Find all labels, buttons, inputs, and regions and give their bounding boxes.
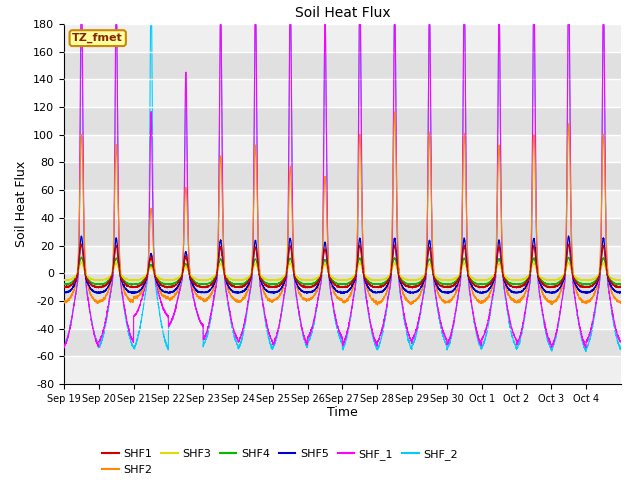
SHF5	[495, 238, 503, 244]
SHF_2	[77, 21, 85, 27]
SHF5	[564, 233, 572, 239]
Bar	[64, 24, 621, 52]
SHF_1	[537, 300, 545, 305]
SHF2	[617, 299, 625, 304]
SHF2	[391, 109, 399, 115]
SHF2	[393, 209, 401, 215]
Line: SHF3: SHF3	[64, 263, 621, 281]
Line: SHF2: SHF2	[64, 112, 621, 305]
SHF3	[537, 275, 545, 280]
SHF_1	[617, 338, 625, 344]
SHF_1	[77, 21, 84, 27]
Bar	[64, 79, 621, 107]
SHF_1	[60, 345, 68, 351]
SHF1	[176, 278, 184, 284]
SHF_1	[60, 345, 68, 350]
SHF_2	[364, 303, 371, 309]
SHF4	[176, 276, 184, 282]
SHF4	[129, 282, 137, 288]
SHF4	[523, 277, 531, 283]
Line: SHF_2: SHF_2	[64, 24, 621, 352]
SHF1	[523, 279, 531, 285]
SHF5	[617, 289, 625, 295]
SHF4	[364, 277, 371, 283]
Y-axis label: Soil Heat Flux: Soil Heat Flux	[15, 161, 28, 247]
SHF_2	[523, 301, 531, 307]
Line: SHF_1: SHF_1	[64, 24, 621, 348]
SHF_2	[176, 288, 184, 293]
Line: SHF5: SHF5	[64, 236, 621, 293]
SHF_2	[495, 21, 503, 27]
SHF3	[393, 265, 401, 271]
Text: TZ_fmet: TZ_fmet	[72, 33, 123, 43]
SHF3	[445, 278, 452, 284]
SHF2	[523, 285, 531, 291]
SHF4	[77, 254, 85, 260]
X-axis label: Time: Time	[327, 407, 358, 420]
Legend: SHF1, SHF2, SHF3, SHF4, SHF5, SHF_1, SHF_2: SHF1, SHF2, SHF3, SHF4, SHF5, SHF_1, SHF…	[97, 445, 462, 479]
SHF2	[363, 286, 371, 292]
Bar	[64, 356, 621, 384]
SHF1	[77, 241, 85, 247]
SHF5	[523, 282, 531, 288]
Title: Soil Heat Flux: Soil Heat Flux	[294, 6, 390, 20]
SHF2	[374, 302, 381, 308]
SHF4	[495, 256, 503, 262]
SHF_2	[393, 219, 401, 225]
SHF2	[60, 300, 68, 305]
SHF5	[176, 280, 184, 286]
SHF1	[537, 279, 545, 285]
Bar	[64, 246, 621, 273]
SHF_1	[393, 221, 401, 227]
SHF_2	[537, 300, 545, 306]
SHF3	[523, 275, 531, 280]
SHF_2	[582, 349, 589, 355]
SHF5	[537, 282, 545, 288]
SHF5	[393, 259, 401, 265]
Line: SHF4: SHF4	[64, 257, 621, 285]
SHF1	[513, 285, 520, 291]
SHF4	[60, 282, 68, 288]
SHF_2	[617, 347, 625, 352]
SHF_1	[495, 21, 503, 27]
SHF4	[393, 264, 401, 270]
SHF3	[617, 277, 625, 283]
SHF3	[77, 260, 85, 265]
SHF1	[495, 245, 503, 251]
SHF5	[364, 282, 371, 288]
SHF3	[364, 275, 371, 281]
Bar	[64, 301, 621, 329]
SHF4	[537, 277, 545, 283]
SHF_2	[60, 343, 68, 349]
SHF_1	[523, 300, 531, 306]
SHF2	[175, 282, 183, 288]
SHF1	[617, 284, 625, 290]
SHF5	[60, 289, 68, 295]
SHF_1	[176, 287, 184, 293]
SHF2	[495, 143, 503, 148]
Bar	[64, 135, 621, 162]
Line: SHF1: SHF1	[64, 244, 621, 288]
SHF3	[495, 261, 503, 267]
SHF3	[176, 274, 184, 279]
SHF_1	[364, 301, 371, 307]
SHF2	[537, 285, 545, 291]
SHF1	[60, 284, 68, 290]
SHF1	[364, 279, 371, 285]
SHF3	[60, 277, 68, 283]
Bar	[64, 190, 621, 218]
SHF5	[128, 290, 136, 296]
SHF1	[393, 260, 401, 266]
SHF4	[617, 281, 625, 287]
